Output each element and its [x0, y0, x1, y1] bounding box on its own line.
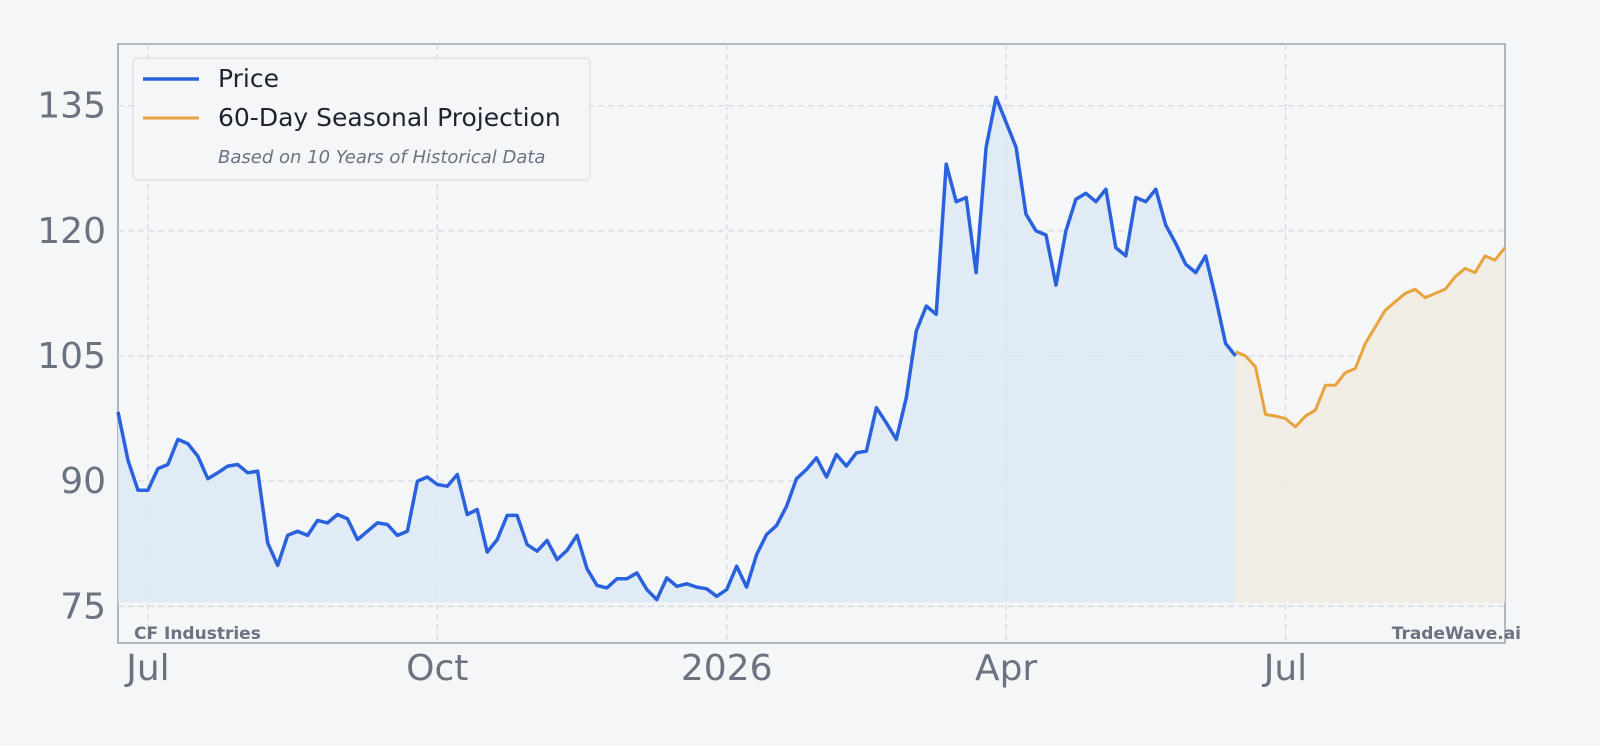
series-line: [116, 95, 1237, 602]
company-label: CF Industries: [134, 624, 261, 644]
brand-label: TradeWave.ai: [1392, 624, 1521, 644]
legend-box: [132, 57, 591, 181]
y-tick-label: 135: [37, 86, 106, 127]
x-tick-label: Jul: [1262, 648, 1307, 689]
y-tick-label: 120: [37, 211, 106, 252]
x-tick-label: Jul: [124, 648, 169, 689]
y-tick-label: 90: [60, 461, 106, 502]
legend-subtitle: Based on 10 Years of Historical Data: [218, 147, 545, 168]
x-tick-label: Oct: [406, 648, 468, 689]
series-line: [1235, 246, 1507, 429]
y-tick-label: 75: [60, 586, 106, 627]
legend-label: 60-Day Seasonal Projection: [218, 103, 561, 132]
y-tick-label: 105: [37, 336, 106, 377]
x-tick-label: 2026: [681, 648, 773, 689]
area-fill: [1235, 247, 1505, 603]
x-tick-label: Apr: [975, 648, 1037, 689]
legend-label: Price: [218, 64, 279, 93]
legend: Price 60-Day Seasonal Projection Based o…: [132, 57, 591, 181]
area-fill: [118, 97, 1236, 603]
